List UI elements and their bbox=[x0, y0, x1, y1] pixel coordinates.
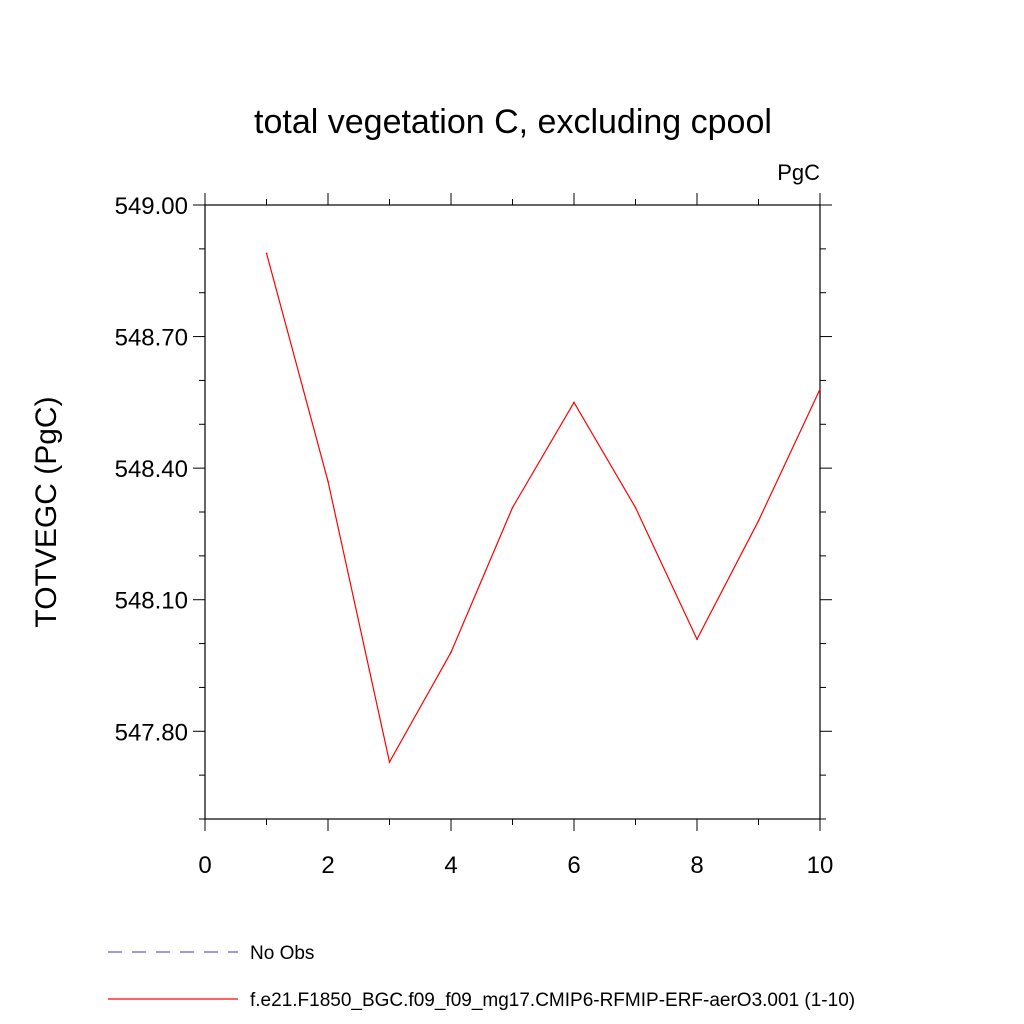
x-tick-label: 4 bbox=[444, 852, 457, 879]
x-tick-label: 2 bbox=[321, 852, 334, 879]
plot-frame bbox=[204, 204, 821, 820]
legend: No Obs f.e21.F1850_BGC.f09_f09_mg17.CMIP6… bbox=[108, 943, 855, 1011]
data-point bbox=[265, 252, 268, 255]
data-point bbox=[634, 506, 637, 509]
data-point bbox=[757, 519, 760, 522]
y-tick-label: 548.70 bbox=[115, 325, 188, 352]
x-tick-label: 8 bbox=[690, 852, 703, 879]
legend-label-0: No Obs bbox=[250, 943, 314, 964]
x-tick-label: 0 bbox=[198, 852, 211, 879]
data-point bbox=[388, 761, 391, 763]
data-point bbox=[327, 480, 329, 483]
x-tick-label: 10 bbox=[807, 852, 834, 879]
plot-area: 0 2 4 6 8 10 547.80 548.10 548.40 548.70 549.00 bbox=[115, 193, 834, 879]
y-tick-label: 547.80 bbox=[115, 719, 188, 746]
data-point bbox=[450, 651, 452, 654]
data-point bbox=[696, 638, 698, 640]
y-tick-label: 548.10 bbox=[115, 588, 188, 615]
series-line-1 bbox=[265, 253, 821, 764]
y-tick-label: 548.40 bbox=[115, 456, 188, 483]
chart-title: total vegetation C, excluding cpool bbox=[254, 103, 772, 141]
data-point bbox=[819, 388, 821, 391]
x-tick-label: 6 bbox=[567, 852, 580, 879]
data-point bbox=[511, 506, 514, 509]
data-point bbox=[573, 401, 575, 404]
y-tick-label: 549.00 bbox=[115, 193, 188, 220]
legend-label-1: f.e21.F1850_BGC.f09_f09_mg17.CMIP6-RFMIP… bbox=[250, 990, 855, 1011]
y-axis-label: TOTVEGC (PgC) bbox=[30, 396, 63, 627]
units-label: PgC bbox=[777, 160, 820, 185]
